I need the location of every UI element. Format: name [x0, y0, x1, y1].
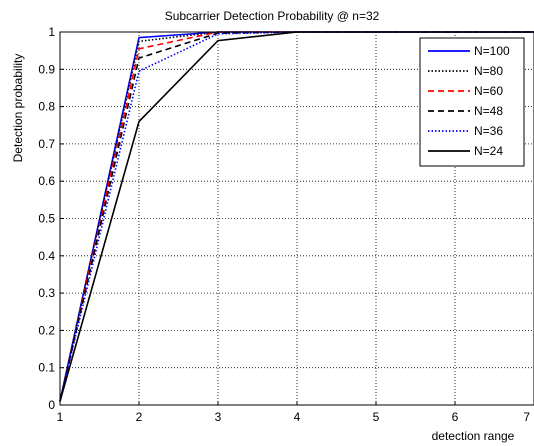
grid: [60, 32, 534, 405]
x-tick-label: 6: [452, 410, 459, 424]
legend-label: N=100: [474, 44, 510, 58]
y-tick-label: 0: [48, 398, 55, 412]
x-tick-label: 4: [294, 410, 301, 424]
x-tick-label: 7: [523, 410, 530, 424]
legend-label: N=60: [474, 84, 503, 98]
legend-label: N=36: [474, 124, 503, 138]
y-tick-label: 0.4: [38, 249, 55, 263]
y-tick-label: 0.7: [38, 137, 55, 151]
x-tick-label: 2: [136, 410, 143, 424]
legend-box: [419, 37, 525, 167]
legend-label: N=48: [474, 104, 503, 118]
y-tick-label: 0.3: [38, 286, 55, 300]
x-tick-label: 5: [373, 410, 380, 424]
x-axis-label: detection range: [432, 429, 515, 443]
series-line-n-80: [59, 31, 534, 402]
y-tick-label: 0.8: [38, 100, 55, 114]
x-tick-label: 1: [57, 410, 64, 424]
y-tick-label: 1: [48, 25, 55, 39]
y-tick-label: 0.5: [38, 212, 55, 226]
y-tick-label: 0.1: [38, 361, 55, 375]
legend-label: N=80: [474, 64, 503, 78]
y-tick-label: 0.9: [38, 62, 55, 76]
y-tick-label: 0.2: [38, 323, 55, 337]
legend: N=100 N=80 N=60 N=48 N=36 N=24: [419, 37, 525, 167]
y-axis-label: Detection probability: [11, 54, 25, 163]
x-tick-label: 3: [215, 410, 222, 424]
y-tick-label: 0.6: [38, 174, 55, 188]
chart-title: Subcarrier Detection Probability @ n=32: [165, 9, 380, 23]
legend-label: N=24: [474, 144, 503, 158]
tick-labels: 1 2 3 4 5 6 7 0 0.1 0.2 0.3 0.4 0.5 0.6 0.7 0.8 0.9 1: [38, 25, 534, 424]
